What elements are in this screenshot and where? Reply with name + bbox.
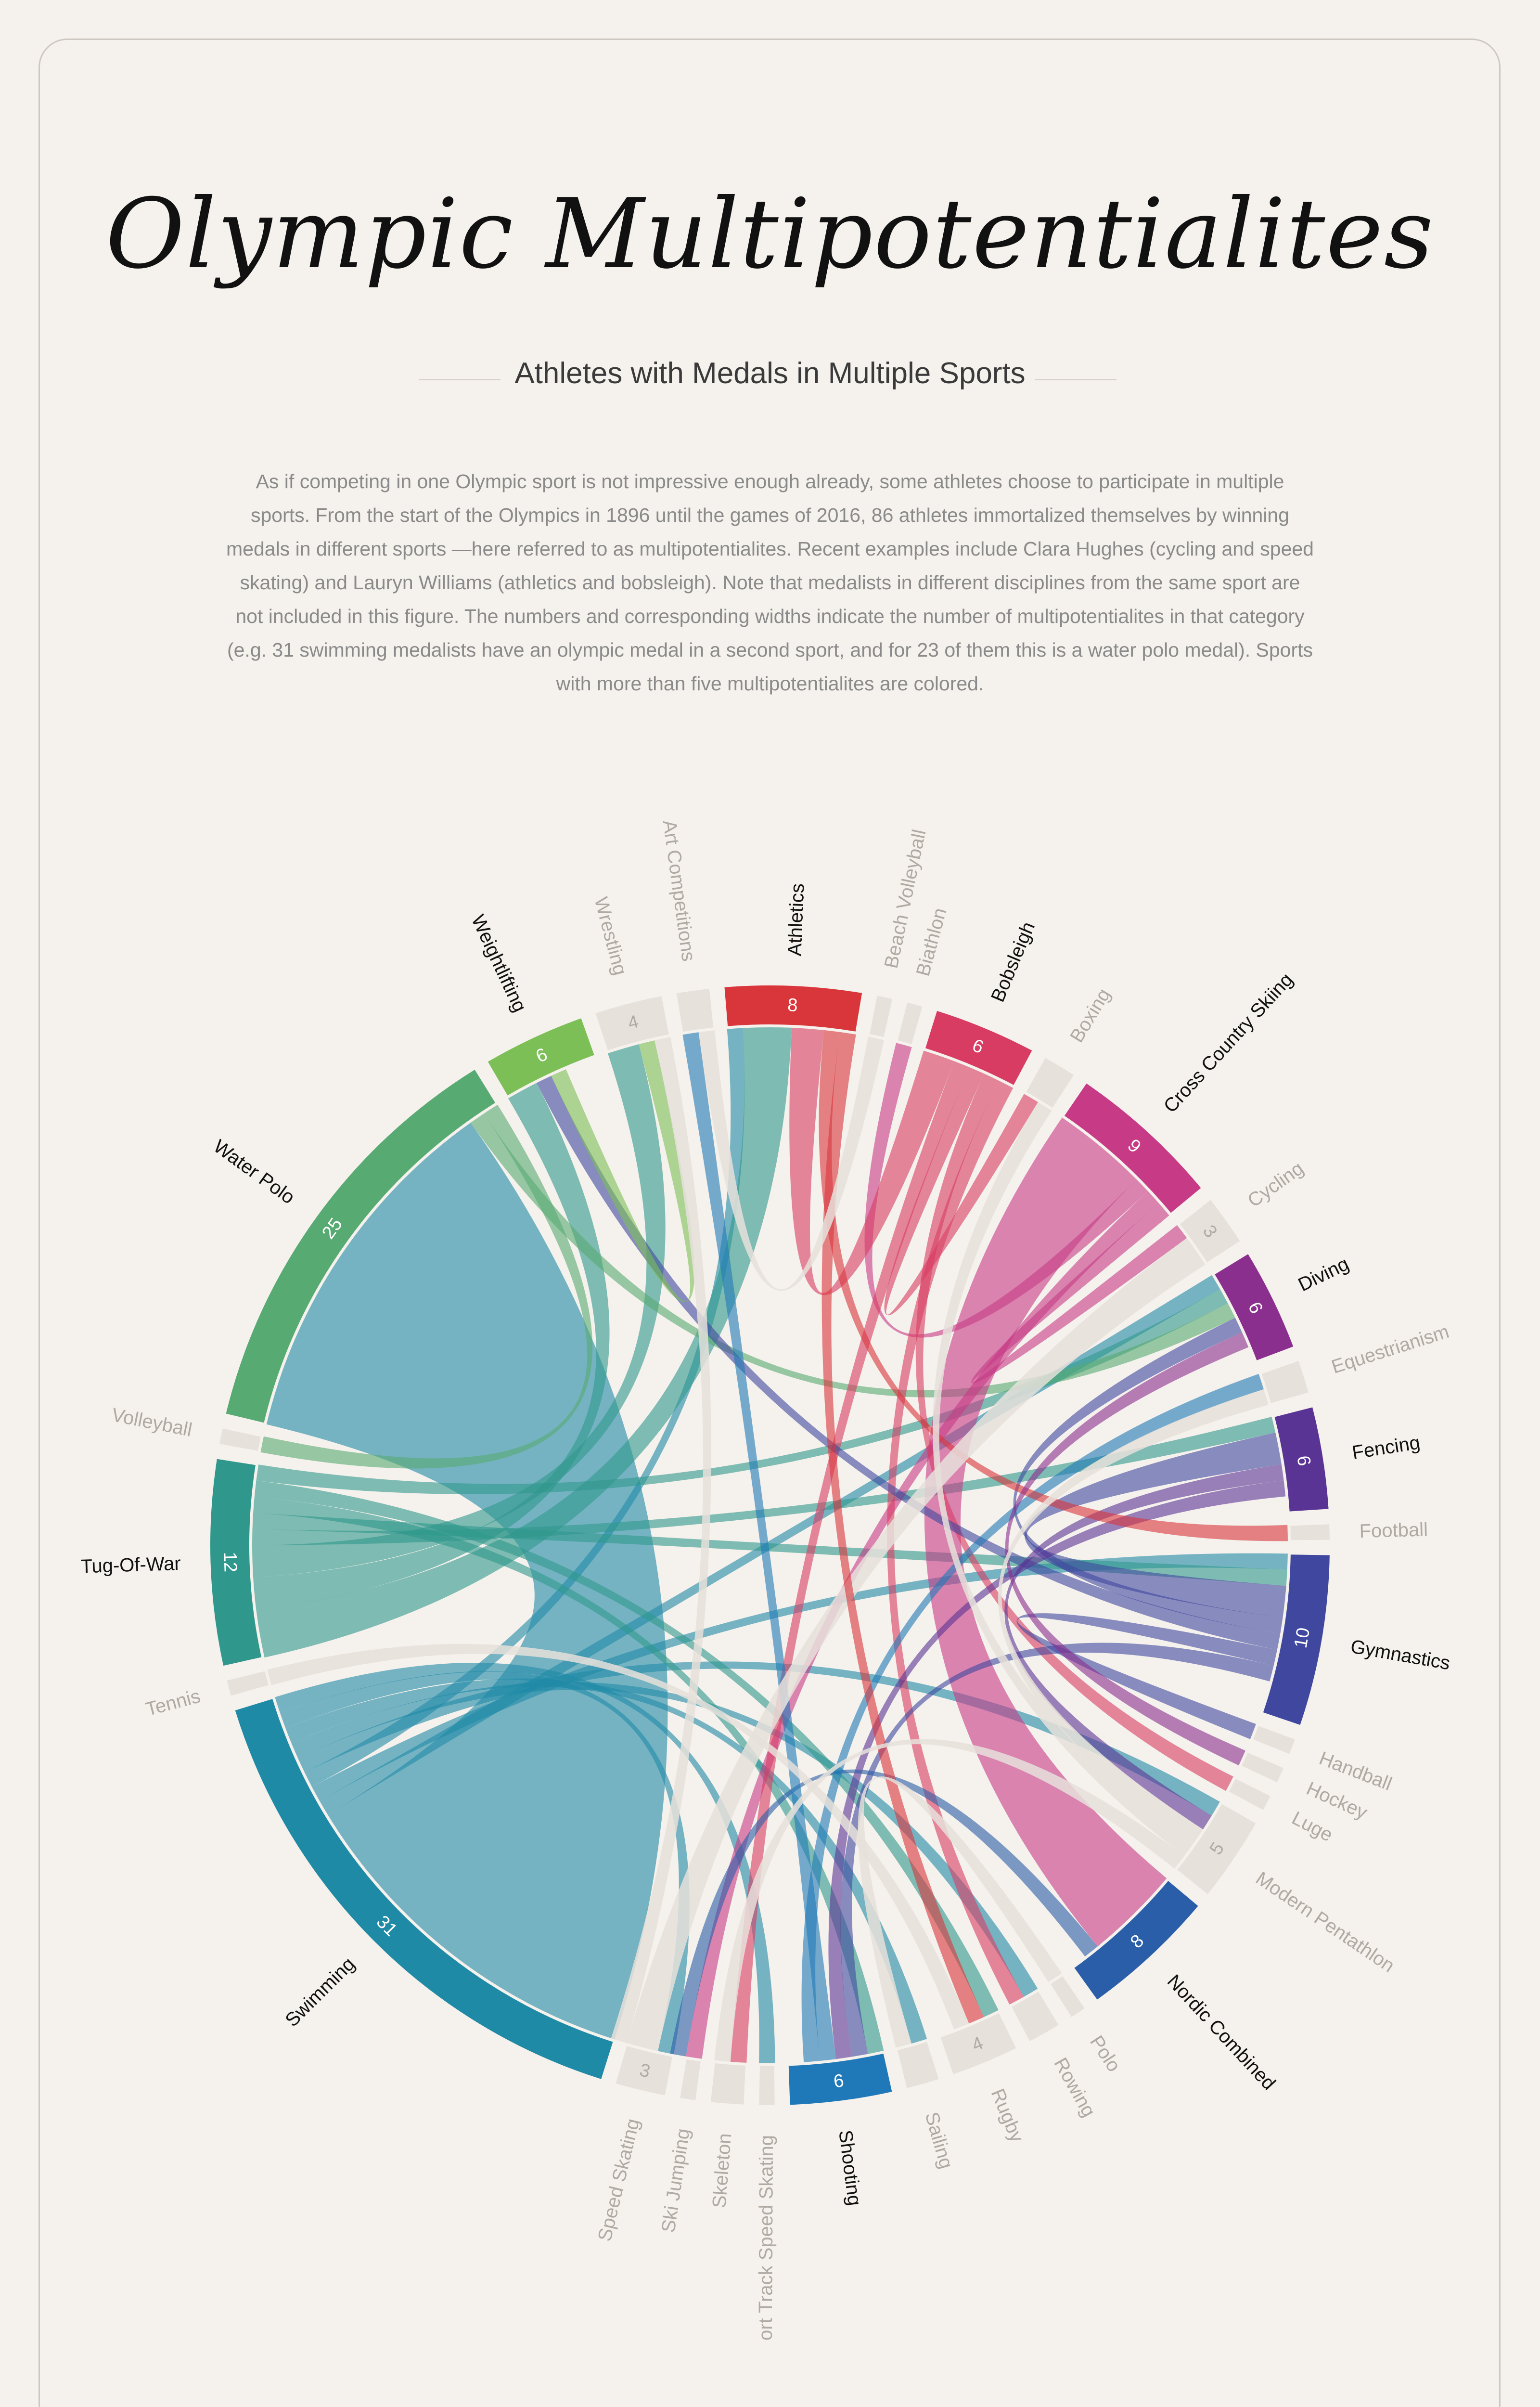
arc-cycling — [1177, 1197, 1243, 1265]
arc-count: 12 — [219, 1552, 240, 1573]
arc-polo — [1048, 1974, 1087, 2019]
arc-fencing — [1272, 1405, 1331, 1514]
ribbon-tug-of-war-wrestling — [252, 1044, 666, 1578]
arc-equestrianism — [1259, 1359, 1311, 1405]
label-skeleton: Skeleton — [709, 2133, 736, 2209]
arc-tug-of-war — [208, 1457, 264, 1668]
arc-short-track-speed-skating — [757, 2064, 777, 2107]
description: As if competing in one Olympic sport is … — [226, 470, 1314, 695]
label-luge: Luge — [1288, 1807, 1336, 1846]
arc-biathlon — [896, 1000, 924, 1047]
label-rugby: Rugby — [987, 2086, 1027, 2146]
label-diving: Diving — [1295, 1253, 1352, 1295]
arc-rugby — [938, 2011, 1018, 2077]
arc-speed-skating — [614, 2044, 675, 2097]
subtitle-rule-right — [1035, 379, 1116, 380]
arc-boxing — [1024, 1055, 1076, 1110]
ribbon-swimming-athletics — [304, 1028, 745, 1787]
label-weightlifting: Weightlifting — [467, 912, 531, 1015]
ribbon-cross-country-skiing-nordic-combined — [924, 1117, 1167, 1947]
label-rowing: Rowing — [1050, 2054, 1100, 2121]
arc-wrestling — [593, 994, 671, 1053]
label-modern-pentathlon: Modern Pentathlon — [1252, 1868, 1398, 1977]
label-cross-country-skiing: Cross Country Skiing — [1160, 969, 1297, 1117]
arc-swimming — [233, 1696, 615, 2082]
label-football: Football — [1359, 1519, 1428, 1542]
ribbon-weightlifting-wrestling — [551, 1040, 694, 1302]
ribbon-modern-pentathlon-equestrianism — [998, 1389, 1269, 1843]
arc-rowing — [1009, 1989, 1061, 2044]
arc-diving — [1212, 1252, 1296, 1363]
label-polo: Polo — [1086, 2032, 1125, 2076]
ribbon-swimming-water-polo — [266, 1123, 668, 2040]
label-swimming: Swimming — [281, 1953, 359, 2031]
label-tennis: Tennis — [143, 1685, 203, 1720]
label-boxing: Boxing — [1066, 985, 1115, 1046]
page-title: Olympic Multipotentialites — [105, 178, 1435, 290]
ribbon-bobsleigh-athletics — [789, 1027, 954, 1295]
arc-weightlifting — [486, 1016, 597, 1098]
poster-card — [38, 39, 1501, 2407]
subtitle-rule-left — [419, 379, 500, 380]
label-gymnastics: Gymnastics — [1349, 1636, 1451, 1674]
label-equestrianism: Equestrianism — [1329, 1321, 1451, 1378]
arc-ski-jumping — [678, 2057, 703, 2102]
label-short-track-speed-skating: Short Track Speed Skating — [755, 2135, 777, 2340]
ribbon-bobsleigh-boxing — [884, 1067, 1038, 1316]
label-fencing: Fencing — [1350, 1432, 1421, 1463]
ribbon-nordic-combined-ski-jumping — [670, 1769, 1098, 2057]
label-athletics: Athletics — [784, 883, 808, 957]
label-speed-skating: Speed Skating — [594, 2117, 643, 2243]
arc-shooting — [786, 2051, 894, 2107]
arc-football — [1288, 1522, 1332, 1542]
ribbon-swimming-speed-skating — [280, 1671, 690, 2055]
ribbon-gymnastics-handball — [1016, 1613, 1277, 1739]
label-sailing: Sailing — [921, 2109, 957, 2171]
arc-count: 10 — [1291, 1626, 1314, 1650]
arc-art-competitions — [674, 986, 716, 1034]
arc-count: 8 — [787, 995, 798, 1016]
arc-count: 6 — [833, 2071, 845, 2092]
label-bobsleigh: Bobsleigh — [987, 919, 1039, 1005]
arc-tennis — [225, 1669, 271, 1698]
arc-bobsleigh — [923, 1009, 1034, 1087]
subtitle-wrap: Athletes with Medals in Multiple Sports — [0, 356, 1540, 390]
ribbon-rugby-athletics — [821, 1032, 984, 2024]
label-biathlon: Biathlon — [912, 906, 951, 978]
ribbon-gymnastics-fencing — [1024, 1432, 1286, 1618]
arc-gymnastics — [1261, 1553, 1332, 1727]
arc-water-polo — [224, 1067, 498, 1425]
label-cycling: Cycling — [1244, 1158, 1308, 1212]
label-nordic-combined: Nordic Combined — [1163, 1970, 1280, 2094]
arc-beach-volleyball — [867, 994, 895, 1039]
label-wrestling: Wrestling — [590, 895, 631, 978]
arc-hockey — [1239, 1750, 1286, 1785]
label-water-polo: Water Polo — [210, 1136, 299, 1208]
ribbon-bobsleigh-rowing — [887, 1080, 1024, 2005]
ribbons-layer — [252, 1027, 1288, 2063]
label-ski-jumping: Ski Jumping — [658, 2127, 694, 2234]
arc-handball — [1251, 1723, 1297, 1756]
label-art-competitions: Art Competitions — [659, 819, 699, 963]
arc-skeleton — [708, 2061, 748, 2107]
arc-cross-country-skiing — [1062, 1081, 1204, 1216]
arc-sailing — [895, 2040, 941, 2091]
label-volleyball: Volleyball — [110, 1404, 193, 1441]
ribbon-art-competitions-beach-volleyball — [698, 1030, 884, 1291]
ribbon-diving-hockey — [1005, 1332, 1249, 1766]
arc-volleyball — [217, 1426, 263, 1453]
arc-modern-pentathlon — [1175, 1801, 1258, 1897]
ribbon-tug-of-war-gymnastics — [252, 1513, 1287, 1586]
arc-luge — [1226, 1776, 1273, 1812]
arc-nordic-combined — [1072, 1878, 1201, 2002]
subtitle: Athletes with Medals in Multiple Sports — [514, 357, 1026, 390]
label-shooting: Shooting — [834, 2129, 865, 2207]
arc-athletics — [722, 984, 864, 1034]
label-tug-of-war: Tug-Of-War — [80, 1553, 181, 1578]
ribbon-cross-country-skiing-biathlon — [864, 1043, 1148, 1338]
